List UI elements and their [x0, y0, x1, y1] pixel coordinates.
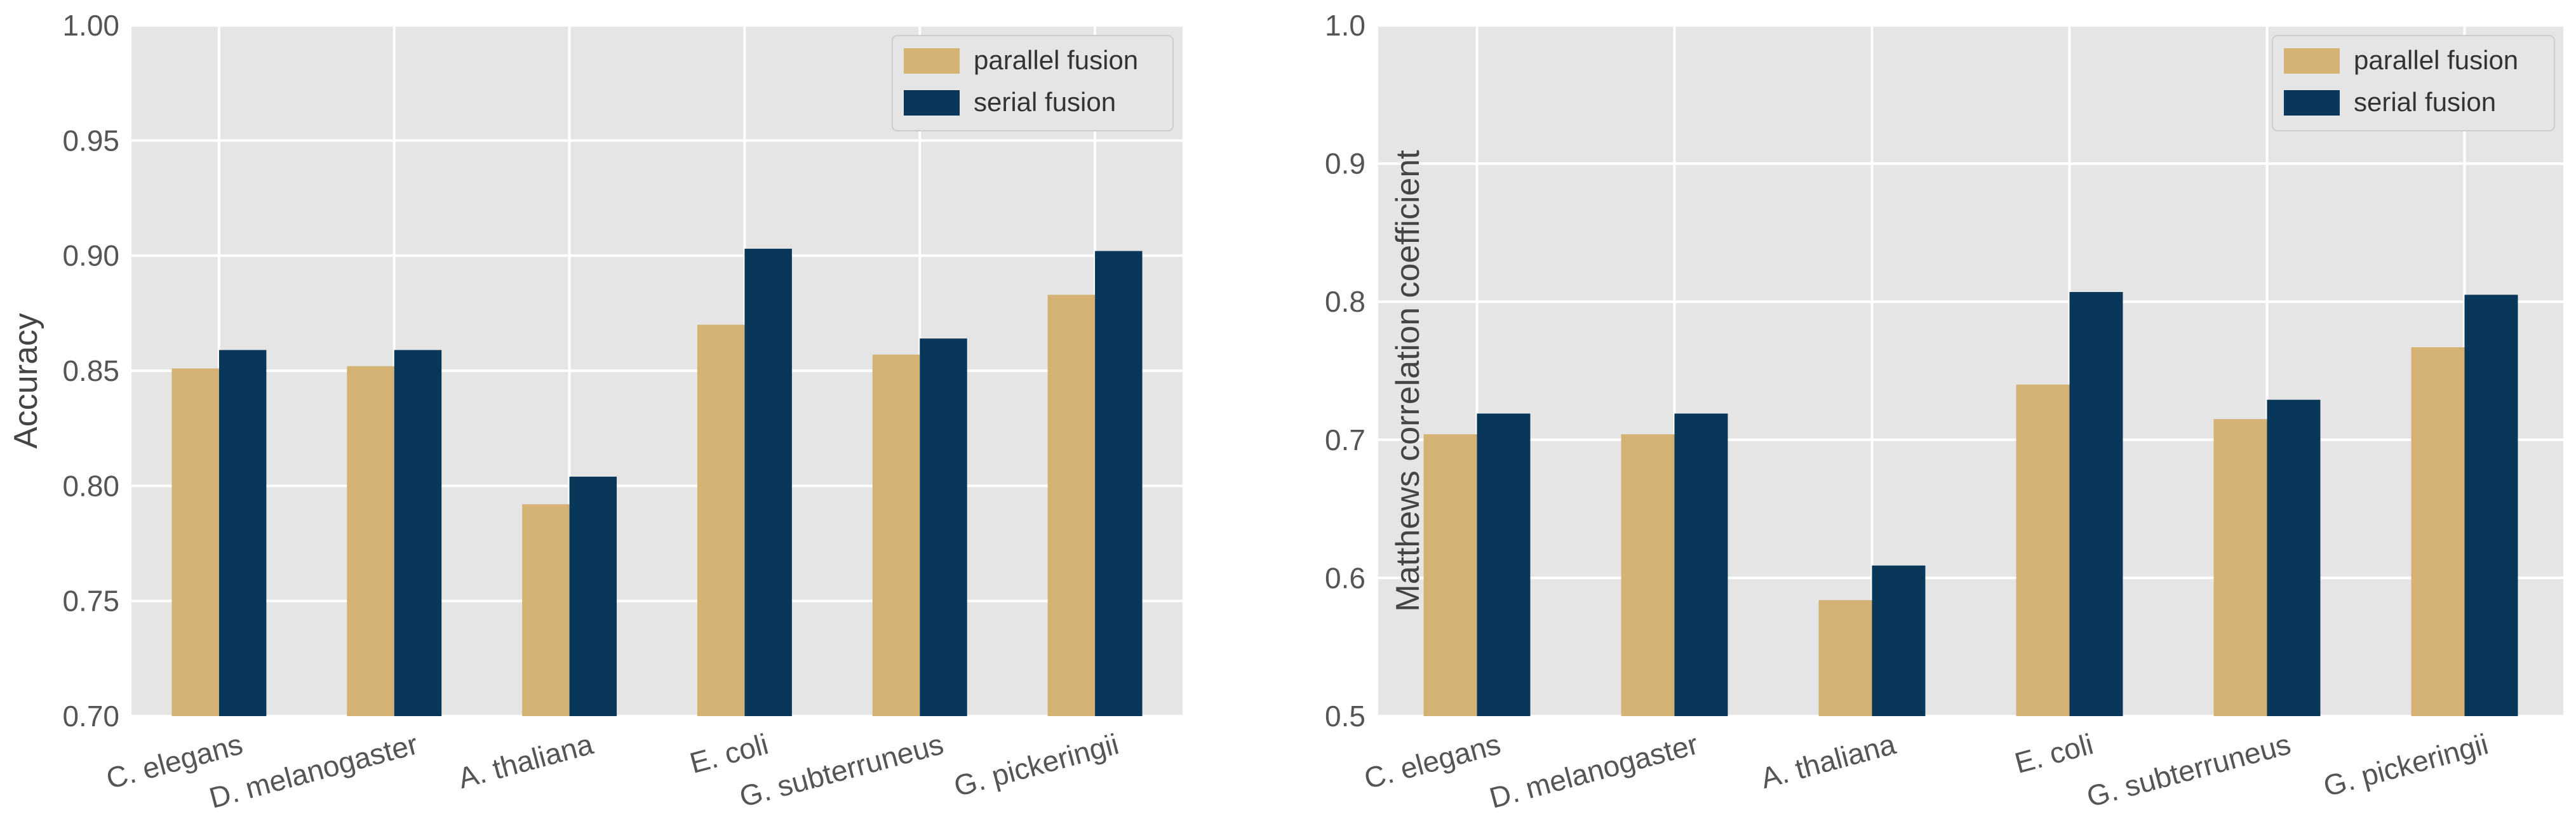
- y-tick-label: 0.90: [62, 239, 119, 272]
- bar-serial-fusion-4: [2069, 291, 2123, 716]
- y-tick-label: 0.9: [1325, 147, 1365, 180]
- y-tick-label: 1.0: [1325, 9, 1365, 42]
- y-axis-label: Accuracy: [8, 313, 44, 449]
- bar-parallel-fusion-4: [697, 324, 745, 716]
- legend-box: [892, 35, 1174, 131]
- x-tick-label: A. thaliana: [1757, 727, 1900, 795]
- y-tick-label: 0.75: [62, 585, 119, 618]
- bar-parallel-fusion-2: [1621, 434, 1675, 716]
- legend-swatch-parallel-fusion: [2284, 48, 2340, 74]
- bar-serial-fusion-4: [744, 248, 792, 717]
- bar-parallel-fusion-3: [522, 504, 570, 716]
- bar-parallel-fusion-1: [171, 368, 219, 716]
- legend-swatch-serial-fusion: [904, 90, 960, 116]
- x-tick-label: G. pickeringii: [2320, 727, 2492, 802]
- legend-swatch-serial-fusion: [2284, 90, 2340, 116]
- legend-box: [2272, 35, 2555, 131]
- legend-label: parallel fusion: [2354, 45, 2518, 75]
- x-tick-label: G. subterruneus: [736, 727, 947, 813]
- y-tick-label: 0.80: [62, 469, 119, 502]
- legend-swatch-parallel-fusion: [904, 48, 960, 74]
- y-tick-label: 0.95: [62, 124, 119, 157]
- x-tick-label: E. coli: [687, 727, 772, 780]
- bar-serial-fusion-6: [1095, 251, 1143, 716]
- chart-panel-1: 0.700.750.800.850.900.951.00C. elegansD.…: [8, 9, 1183, 815]
- x-tick-label: D. melanogaster: [1486, 727, 1701, 815]
- bar-parallel-fusion-5: [2213, 419, 2267, 716]
- y-axis-label: Matthews correlation coefficient: [1390, 150, 1426, 612]
- legend-label: parallel fusion: [974, 45, 1138, 75]
- y-tick-label: 0.5: [1325, 700, 1365, 733]
- legend: parallel fusion serial fusion: [892, 35, 1174, 131]
- bar-serial-fusion-3: [1872, 565, 1926, 716]
- bar-parallel-fusion-3: [1818, 600, 1872, 716]
- bar-parallel-fusion-1: [1423, 434, 1477, 716]
- bar-parallel-fusion-2: [347, 366, 394, 716]
- bar-parallel-fusion-4: [2016, 384, 2070, 716]
- y-tick-label: 0.6: [1325, 561, 1365, 594]
- bar-parallel-fusion-6: [1047, 295, 1096, 716]
- legend: parallel fusion serial fusion: [2272, 35, 2555, 131]
- x-tick-label: C. elegans: [1360, 727, 1504, 795]
- y-tick-label: 0.85: [62, 354, 119, 387]
- y-tick-label: 0.7: [1325, 423, 1365, 456]
- bar-parallel-fusion-5: [872, 354, 920, 716]
- x-tick-label: G. subterruneus: [2083, 727, 2294, 813]
- bar-serial-fusion-5: [920, 338, 967, 716]
- x-tick-label: A. thaliana: [455, 727, 597, 795]
- bar-serial-fusion-2: [394, 350, 442, 716]
- bar-serial-fusion-5: [2267, 399, 2321, 716]
- x-tick-label: G. pickeringii: [950, 727, 1122, 802]
- y-tick-label: 1.00: [62, 9, 119, 42]
- bar-serial-fusion-3: [569, 476, 617, 716]
- y-tick-label: 0.70: [62, 700, 119, 733]
- legend-label: serial fusion: [974, 87, 1116, 117]
- bar-serial-fusion-6: [2464, 295, 2518, 716]
- bar-parallel-fusion-6: [2411, 347, 2465, 716]
- plot-area: [1378, 25, 2563, 716]
- bar-serial-fusion-2: [1674, 413, 1728, 716]
- y-tick-label: 0.8: [1325, 285, 1365, 318]
- x-tick-label: E. coli: [2011, 727, 2096, 780]
- legend-label: serial fusion: [2354, 87, 2496, 117]
- bar-serial-fusion-1: [1477, 413, 1531, 716]
- bar-serial-fusion-1: [218, 350, 267, 716]
